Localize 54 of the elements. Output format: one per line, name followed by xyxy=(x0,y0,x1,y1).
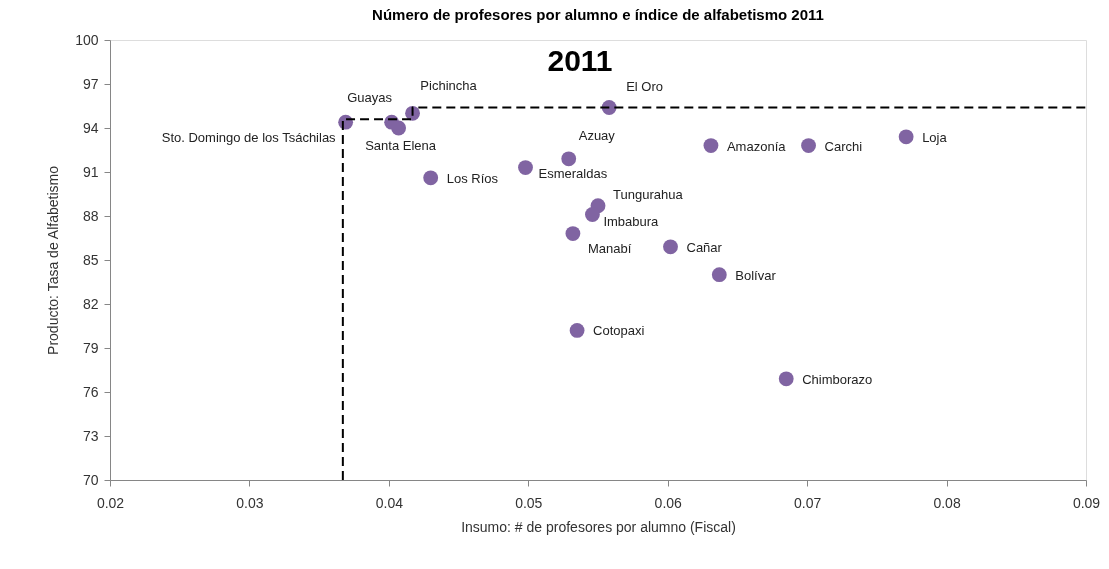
annotation: Santa Elena xyxy=(365,138,437,153)
y-tick-label: 88 xyxy=(82,207,99,224)
annotation: Azuay xyxy=(578,127,616,143)
x-tick-label: 0.03 xyxy=(236,494,264,511)
y-tick-label: 73 xyxy=(82,427,99,444)
y-tick-label: 70 xyxy=(82,471,99,488)
annotation: Imbabura xyxy=(603,213,660,229)
annotation: Amazonía xyxy=(726,138,787,154)
annotation: Loja xyxy=(922,129,948,145)
x-axis-title: Insumo: # de profesores por alumno (Fiscal) xyxy=(461,518,736,535)
point xyxy=(423,170,439,186)
annotation: Cotopaxi xyxy=(593,323,645,339)
y-tick-label: 91 xyxy=(82,163,99,180)
y-tick-label: 97 xyxy=(82,75,99,92)
y-axis-title: Producto: Tasa de Alfabetismo xyxy=(45,165,62,355)
x-tick-label: 0.05 xyxy=(515,494,543,511)
y-tick-label: 76 xyxy=(82,383,99,400)
point xyxy=(391,120,407,136)
x-tick-label: 0.09 xyxy=(1072,494,1101,511)
annotation: Guayas xyxy=(347,90,393,106)
annotation: El Oro xyxy=(626,79,663,95)
point xyxy=(518,160,533,175)
point xyxy=(898,129,914,145)
point xyxy=(703,138,719,153)
y-tick-label: 85 xyxy=(82,251,99,268)
y-tick-label: 79 xyxy=(82,339,99,356)
x-tick-label: 0.06 xyxy=(654,494,683,511)
annotation: Esmeraldas xyxy=(538,165,608,181)
point xyxy=(561,151,577,167)
point xyxy=(585,207,600,222)
annotation: Pichincha xyxy=(420,78,478,94)
annotation: Chimborazo xyxy=(802,371,873,387)
chart-title: Número de profesores por alumno e índice de alfabetismo 2011 xyxy=(372,6,824,23)
point xyxy=(711,267,727,283)
x-tick-label: 0.08 xyxy=(933,494,961,511)
x-tick-label: 0.02 xyxy=(96,494,125,511)
x-tick-label: 0.07 xyxy=(794,494,822,511)
annotation: Manabí xyxy=(587,240,632,256)
annotation: Tungurahua xyxy=(613,186,684,202)
annotation: Los Ríos xyxy=(446,170,499,186)
annotation: Bolívar xyxy=(735,267,777,283)
annotation: Cañar xyxy=(686,239,723,255)
point xyxy=(778,371,794,387)
y-tick-label: 94 xyxy=(82,119,99,136)
point xyxy=(663,239,678,255)
annotation: Carchi xyxy=(824,138,863,154)
point xyxy=(565,226,581,241)
y-tick-label: 100 xyxy=(75,31,99,48)
point xyxy=(801,138,816,153)
y-tick-label: 82 xyxy=(82,295,99,312)
x-tick-label: 0.04 xyxy=(375,494,404,511)
annotation: 2011 xyxy=(547,44,613,77)
point xyxy=(569,323,585,338)
annotation: Sto. Domingo de los Tsáchilas xyxy=(161,130,337,146)
